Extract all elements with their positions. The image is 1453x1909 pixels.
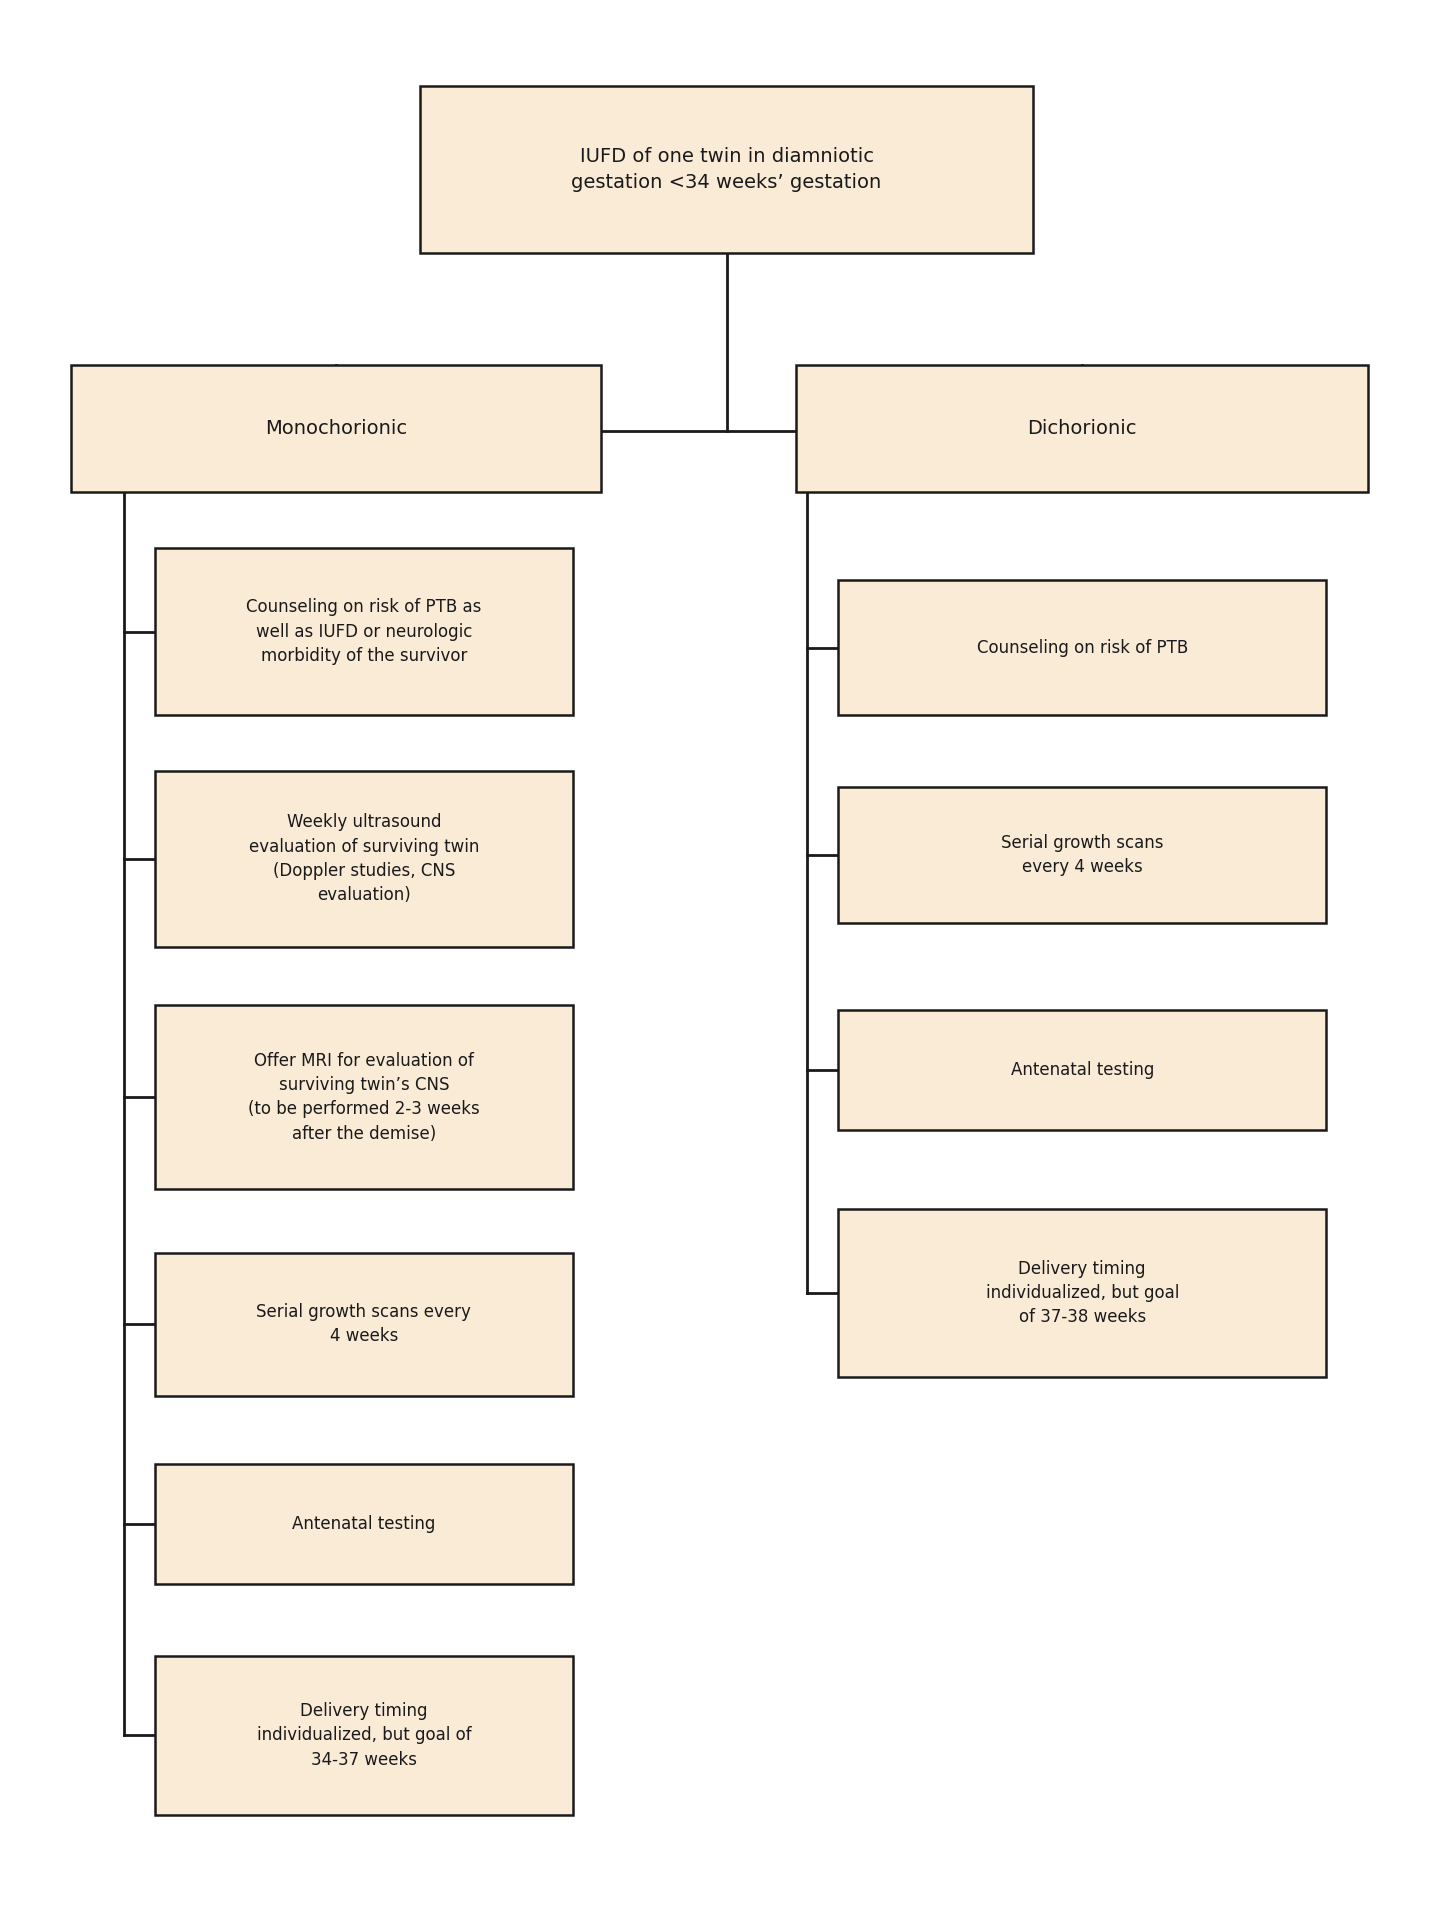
FancyBboxPatch shape: [154, 1252, 572, 1395]
Text: Counseling on risk of PTB: Counseling on risk of PTB: [976, 640, 1187, 657]
Text: Delivery timing
individualized, but goal of
34-37 weeks: Delivery timing individualized, but goal…: [257, 1703, 471, 1768]
Text: Serial growth scans every
4 weeks: Serial growth scans every 4 weeks: [256, 1304, 471, 1346]
Text: IUFD of one twin in diamniotic
gestation <34 weeks’ gestation: IUFD of one twin in diamniotic gestation…: [571, 147, 882, 193]
FancyBboxPatch shape: [154, 548, 572, 716]
FancyBboxPatch shape: [838, 1210, 1327, 1376]
FancyBboxPatch shape: [838, 580, 1327, 716]
Text: Delivery timing
individualized, but goal
of 37-38 weeks: Delivery timing individualized, but goal…: [985, 1260, 1178, 1327]
FancyBboxPatch shape: [796, 365, 1369, 493]
FancyBboxPatch shape: [838, 1010, 1327, 1130]
FancyBboxPatch shape: [154, 1464, 572, 1584]
FancyBboxPatch shape: [838, 787, 1327, 922]
Text: Dichorionic: Dichorionic: [1027, 420, 1136, 437]
Text: Offer MRI for evaluation of
surviving twin’s CNS
(to be performed 2-3 weeks
afte: Offer MRI for evaluation of surviving tw…: [248, 1052, 479, 1143]
FancyBboxPatch shape: [154, 771, 572, 947]
Text: Antenatal testing: Antenatal testing: [1010, 1061, 1154, 1079]
Text: Weekly ultrasound
evaluation of surviving twin
(Doppler studies, CNS
evaluation): Weekly ultrasound evaluation of survivin…: [248, 813, 479, 905]
Text: Monochorionic: Monochorionic: [264, 420, 407, 437]
FancyBboxPatch shape: [154, 1006, 572, 1189]
Text: Antenatal testing: Antenatal testing: [292, 1516, 436, 1533]
FancyBboxPatch shape: [71, 365, 602, 493]
FancyBboxPatch shape: [154, 1655, 572, 1815]
FancyBboxPatch shape: [420, 86, 1033, 254]
Text: Serial growth scans
every 4 weeks: Serial growth scans every 4 weeks: [1001, 834, 1164, 876]
Text: Counseling on risk of PTB as
well as IUFD or neurologic
morbidity of the survivo: Counseling on risk of PTB as well as IUF…: [246, 599, 481, 664]
